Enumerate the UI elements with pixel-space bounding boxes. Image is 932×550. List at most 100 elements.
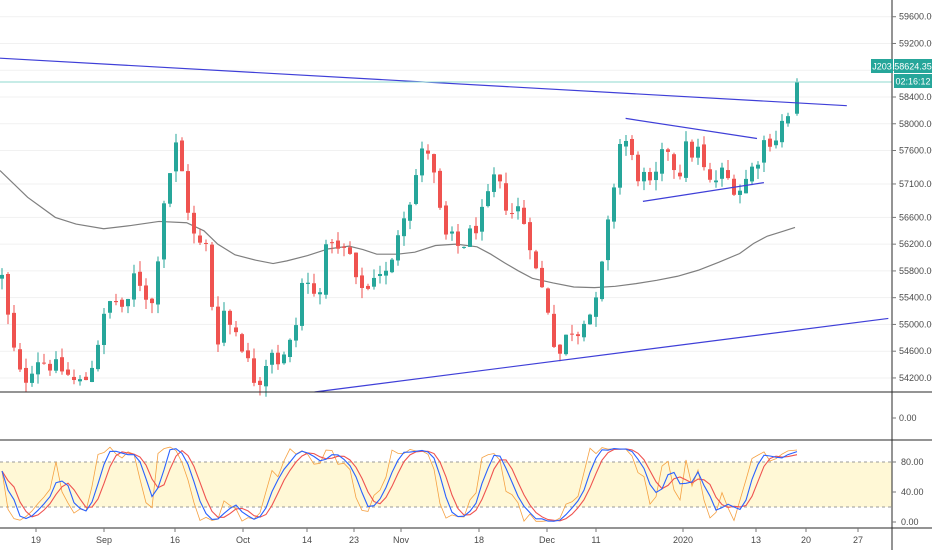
- candle-body[interactable]: [744, 178, 748, 194]
- candle-body[interactable]: [594, 297, 598, 317]
- candle-body[interactable]: [606, 219, 610, 261]
- candle-body[interactable]: [354, 252, 358, 278]
- candle-body[interactable]: [150, 298, 154, 304]
- candle-body[interactable]: [132, 273, 136, 300]
- candle-body[interactable]: [432, 154, 436, 173]
- candle-body[interactable]: [108, 301, 112, 313]
- candle-body[interactable]: [66, 369, 70, 375]
- candle-body[interactable]: [162, 203, 166, 260]
- candle-body[interactable]: [210, 244, 214, 307]
- candle-body[interactable]: [48, 363, 52, 371]
- candle-body[interactable]: [30, 373, 34, 383]
- candle-body[interactable]: [222, 310, 226, 343]
- candle-body[interactable]: [36, 362, 40, 375]
- candle-body[interactable]: [168, 173, 172, 204]
- candle-body[interactable]: [324, 244, 328, 295]
- candle-body[interactable]: [570, 333, 574, 335]
- candle-body[interactable]: [120, 299, 124, 307]
- candle-body[interactable]: [576, 334, 580, 337]
- candle-body[interactable]: [138, 271, 142, 286]
- candle-body[interactable]: [84, 376, 88, 381]
- candle-body[interactable]: [114, 301, 118, 303]
- candle-body[interactable]: [774, 140, 778, 146]
- candle-body[interactable]: [486, 191, 490, 207]
- candle-body[interactable]: [516, 206, 520, 212]
- candle-body[interactable]: [402, 218, 406, 237]
- candle-body[interactable]: [474, 225, 478, 234]
- candle-body[interactable]: [258, 380, 262, 385]
- candle-body[interactable]: [618, 144, 622, 188]
- candle-body[interactable]: [282, 354, 286, 364]
- candle-body[interactable]: [504, 183, 508, 211]
- candle-body[interactable]: [708, 169, 712, 180]
- candle-body[interactable]: [126, 298, 130, 307]
- candle-body[interactable]: [492, 174, 496, 192]
- candle-body[interactable]: [768, 138, 772, 147]
- candle-body[interactable]: [462, 246, 466, 248]
- candle-body[interactable]: [294, 325, 298, 341]
- candles-group[interactable]: [0, 78, 799, 397]
- candle-body[interactable]: [204, 242, 208, 244]
- candle-body[interactable]: [54, 359, 58, 371]
- candle-body[interactable]: [390, 259, 394, 273]
- candle-body[interactable]: [288, 339, 292, 358]
- candle-body[interactable]: [18, 349, 22, 370]
- trendline-3[interactable]: [625, 117, 758, 140]
- candle-body[interactable]: [456, 231, 460, 246]
- candle-body[interactable]: [174, 142, 178, 172]
- candle-body[interactable]: [786, 116, 790, 124]
- candle-body[interactable]: [726, 170, 730, 179]
- candle-body[interactable]: [546, 288, 550, 313]
- candle-body[interactable]: [360, 275, 364, 288]
- candle-body[interactable]: [588, 314, 592, 325]
- candle-body[interactable]: [408, 204, 412, 221]
- candle-body[interactable]: [198, 235, 202, 243]
- candle-body[interactable]: [300, 282, 304, 326]
- candle-body[interactable]: [384, 270, 388, 276]
- candle-body[interactable]: [762, 140, 766, 163]
- candle-body[interactable]: [540, 267, 544, 288]
- candle-body[interactable]: [510, 213, 514, 215]
- candle-body[interactable]: [624, 140, 628, 147]
- candle-body[interactable]: [6, 273, 10, 315]
- candle-body[interactable]: [396, 235, 400, 261]
- candle-body[interactable]: [264, 366, 268, 387]
- trendline-2[interactable]: [314, 317, 889, 393]
- candle-body[interactable]: [60, 357, 64, 372]
- candle-body[interactable]: [660, 149, 664, 174]
- candle-body[interactable]: [672, 154, 676, 171]
- candle-body[interactable]: [414, 175, 418, 204]
- candle-body[interactable]: [318, 292, 322, 295]
- candle-body[interactable]: [630, 138, 634, 155]
- candle-body[interactable]: [72, 376, 76, 381]
- candle-body[interactable]: [642, 171, 646, 182]
- candle-body[interactable]: [12, 312, 16, 348]
- candle-body[interactable]: [102, 313, 106, 345]
- candle-body[interactable]: [348, 247, 352, 254]
- candle-body[interactable]: [534, 251, 538, 269]
- candle-body[interactable]: [582, 323, 586, 338]
- candle-body[interactable]: [468, 228, 472, 247]
- candle-body[interactable]: [750, 166, 754, 182]
- candle-body[interactable]: [42, 362, 46, 364]
- time-axis[interactable]: 19 Sep 16 Oct 14 23 Nov 18 Dec 11 2020 13 20 27: [31, 528, 863, 545]
- candle-body[interactable]: [564, 334, 568, 355]
- candle-body[interactable]: [78, 379, 82, 382]
- trendline-4[interactable]: [642, 182, 764, 202]
- candle-body[interactable]: [270, 352, 274, 365]
- candle-body[interactable]: [654, 171, 658, 181]
- candle-body[interactable]: [738, 190, 742, 195]
- candle-body[interactable]: [720, 167, 724, 179]
- candle-body[interactable]: [780, 120, 784, 143]
- candle-body[interactable]: [438, 170, 442, 208]
- candle-body[interactable]: [756, 164, 760, 169]
- candle-body[interactable]: [192, 212, 196, 234]
- candle-body[interactable]: [666, 149, 670, 152]
- candle-body[interactable]: [156, 261, 160, 305]
- candle-body[interactable]: [144, 285, 148, 300]
- candle-body[interactable]: [450, 231, 454, 234]
- candle-body[interactable]: [684, 141, 688, 178]
- candle-body[interactable]: [234, 327, 238, 333]
- candle-body[interactable]: [600, 261, 604, 300]
- candle-body[interactable]: [180, 140, 184, 172]
